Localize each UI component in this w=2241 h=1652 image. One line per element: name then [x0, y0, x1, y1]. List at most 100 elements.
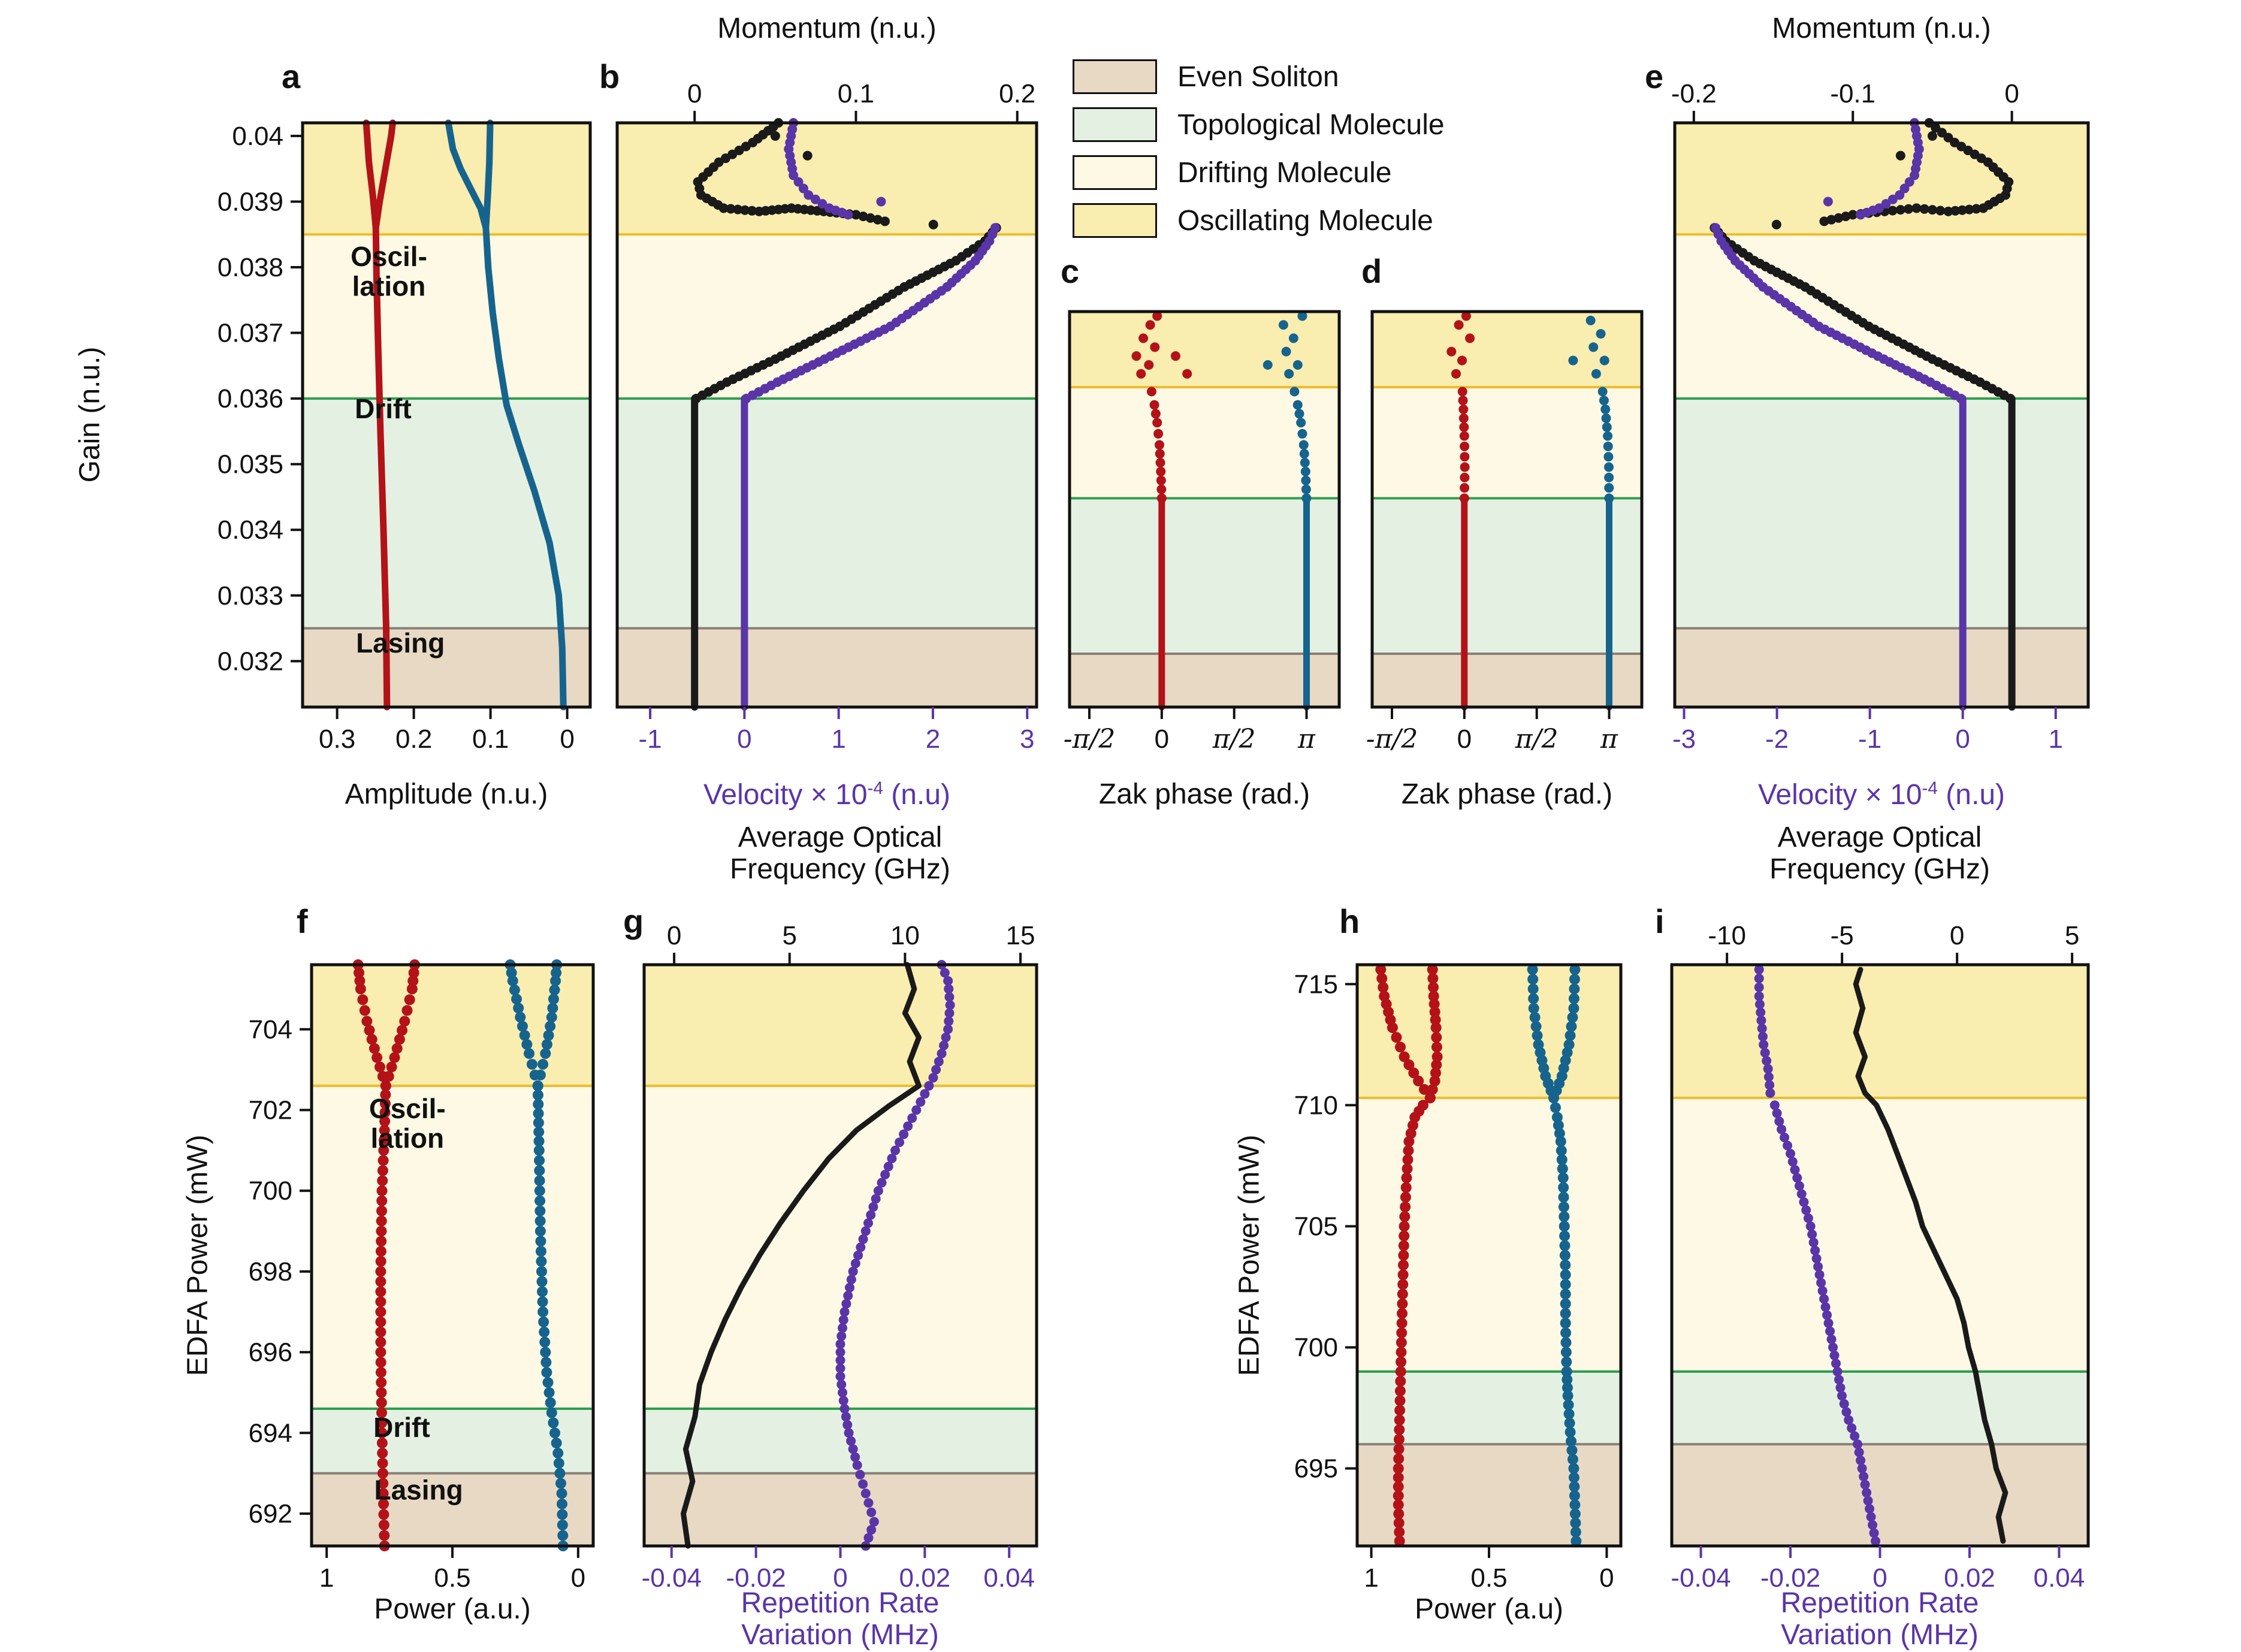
legend-item-drifting-molecule: Drifting Molecule — [1073, 149, 1445, 197]
svg-text:700: 700 — [1294, 1333, 1338, 1363]
axis-title-freq-i-line2: Frequency (GHz) — [1769, 853, 1991, 885]
svg-text:0: 0 — [560, 724, 574, 754]
legend-item-topological-molecule: Topological Molecule — [1073, 101, 1445, 149]
svg-text:0.5: 0.5 — [1470, 1563, 1507, 1593]
svg-text:0: 0 — [833, 1563, 847, 1593]
svg-text:-0.2: -0.2 — [1671, 79, 1717, 108]
svg-text:-0.04: -0.04 — [642, 1563, 702, 1593]
panel-letter-d: d — [1361, 252, 1382, 290]
panel-d: -π/2 0 π/2 π — [1366, 310, 1644, 754]
svg-text:1: 1 — [1364, 1563, 1378, 1593]
axis-title-zak-d: Zak phase (rad.) — [1401, 778, 1613, 810]
axis-title-rep-g-line2: Variation (MHz) — [741, 1618, 939, 1651]
svg-text:-0.04: -0.04 — [1671, 1563, 1730, 1593]
svg-text:-1: -1 — [1858, 724, 1881, 754]
svg-text:1: 1 — [831, 724, 845, 754]
svg-text:-1: -1 — [638, 724, 662, 754]
svg-text:0.3: 0.3 — [319, 724, 355, 754]
axis-title-velocity-b: Velocity × 10-4 (n.u) — [703, 778, 950, 811]
axis-title-zak-c: Zak phase (rad.) — [1098, 778, 1310, 810]
svg-text:1: 1 — [319, 1563, 334, 1593]
svg-text:1: 1 — [2048, 724, 2062, 754]
svg-text:Oscil-lation: Oscil-lation — [351, 241, 427, 302]
axis-title-freq-g-line2: Frequency (GHz) — [729, 853, 951, 885]
panel-e: -3 -2 -1 0 1 -0.2 -0.1 0 — [1671, 79, 2090, 754]
svg-text:705: 705 — [1294, 1212, 1338, 1242]
axis-title-freq-g: Average Optical Frequency (GHz) — [730, 822, 950, 886]
svg-text:694: 694 — [249, 1418, 292, 1448]
panel-h: 1 0.5 0 695 700 705 710 715 — [1294, 963, 1623, 1593]
panel-letter-e: e — [1645, 58, 1664, 95]
panel-letter-a: a — [282, 58, 301, 95]
svg-text:0.02: 0.02 — [1944, 1563, 1995, 1593]
svg-text:0.033: 0.033 — [218, 581, 283, 611]
axis-title-amplitude: Amplitude (n.u.) — [345, 778, 548, 810]
panel-f: 1 0.5 0 692 694 696 698 700 702 704 Oscil-lation Dr… — [249, 959, 595, 1593]
panel-letter-g: g — [623, 902, 644, 940]
svg-text:700: 700 — [249, 1176, 292, 1206]
svg-text:0: 0 — [1457, 724, 1472, 754]
panel-a: 0.3 0.2 0.1 0 0.032 0.033 0.034 0.035 0.036 0.037… — [218, 119, 592, 754]
svg-text:0: 0 — [1872, 1563, 1887, 1593]
panel-letter-c: c — [1061, 252, 1080, 290]
svg-text:π: π — [1600, 724, 1618, 754]
svg-text:π/2: π/2 — [1212, 724, 1256, 754]
svg-text:692: 692 — [249, 1499, 292, 1529]
axis-title-power-h: Power (a.u) — [1414, 1593, 1564, 1625]
legend-item-oscillating-molecule: Oscillating Molecule — [1073, 197, 1445, 244]
legend-label-topological-molecule: Topological Molecule — [1177, 108, 1445, 141]
svg-text:0: 0 — [1599, 1563, 1614, 1593]
legend-swatch-oscillating-molecule — [1073, 203, 1157, 238]
svg-text:710: 710 — [1294, 1091, 1338, 1120]
svg-text:0.037: 0.037 — [218, 319, 283, 348]
svg-text:0.04: 0.04 — [232, 122, 283, 151]
svg-text:0: 0 — [1955, 724, 1970, 754]
svg-text:0.039: 0.039 — [218, 187, 283, 216]
legend-swatch-drifting-molecule — [1073, 155, 1157, 190]
svg-text:-0.02: -0.02 — [1760, 1563, 1820, 1593]
velocity-title-pre: Velocity × 10 — [703, 779, 868, 811]
svg-text:5: 5 — [2065, 921, 2079, 950]
svg-text:0.04: 0.04 — [983, 1563, 1035, 1593]
svg-text:0.036: 0.036 — [218, 384, 283, 413]
axis-title-rep-i-line2: Variation (MHz) — [1781, 1618, 1979, 1651]
axis-title-rep-i: Repetition Rate Variation (MHz) — [1780, 1587, 1979, 1651]
svg-text:0: 0 — [2004, 79, 2019, 108]
legend: Even Soliton Topological Molecule Drifti… — [1073, 53, 1445, 244]
svg-text:0.034: 0.034 — [218, 515, 283, 545]
panel-g: -0.04 -0.02 0 0.02 0.04 0 5 10 15 — [642, 921, 1038, 1593]
svg-text:-3: -3 — [1672, 724, 1696, 754]
velocity-title-sup: -4 — [1922, 778, 1938, 798]
velocity-title-pre: Velocity × 10 — [1758, 779, 1922, 811]
axis-title-rep-i-line1: Repetition Rate — [1780, 1587, 1979, 1619]
svg-text:15: 15 — [1006, 921, 1035, 950]
svg-text:0: 0 — [1155, 724, 1169, 754]
svg-text:0: 0 — [687, 79, 702, 108]
svg-text:Lasing: Lasing — [356, 627, 445, 659]
svg-text:0: 0 — [571, 1563, 585, 1593]
svg-text:-π/2: -π/2 — [1064, 724, 1116, 754]
legend-label-oscillating-molecule: Oscillating Molecule — [1177, 204, 1433, 237]
legend-label-even-soliton: Even Soliton — [1177, 61, 1339, 93]
axis-title-rep-g-line1: Repetition Rate — [741, 1587, 940, 1619]
svg-text:-2: -2 — [1765, 724, 1789, 754]
svg-text:π: π — [1297, 724, 1316, 754]
axis-title-rep-g: Repetition Rate Variation (MHz) — [741, 1587, 940, 1651]
legend-label-drifting-molecule: Drifting Molecule — [1177, 156, 1392, 189]
svg-text:10: 10 — [890, 921, 920, 950]
svg-text:-0.02: -0.02 — [726, 1563, 786, 1593]
svg-text:-5: -5 — [1831, 921, 1854, 950]
svg-text:0: 0 — [667, 921, 681, 950]
panel-letter-i: i — [1655, 902, 1665, 940]
svg-text:0.2: 0.2 — [395, 724, 432, 754]
svg-text:0: 0 — [737, 724, 751, 754]
panel-c: -π/2 0 π/2 π — [1064, 310, 1341, 754]
velocity-title-sup: -4 — [867, 778, 883, 798]
axis-title-freq-i-line1: Average Optical — [1777, 822, 1982, 853]
svg-text:0: 0 — [1950, 921, 1964, 950]
svg-text:2: 2 — [926, 724, 940, 754]
legend-swatch-even-soliton — [1073, 59, 1157, 94]
axis-title-freq-i: Average Optical Frequency (GHz) — [1769, 822, 1990, 886]
